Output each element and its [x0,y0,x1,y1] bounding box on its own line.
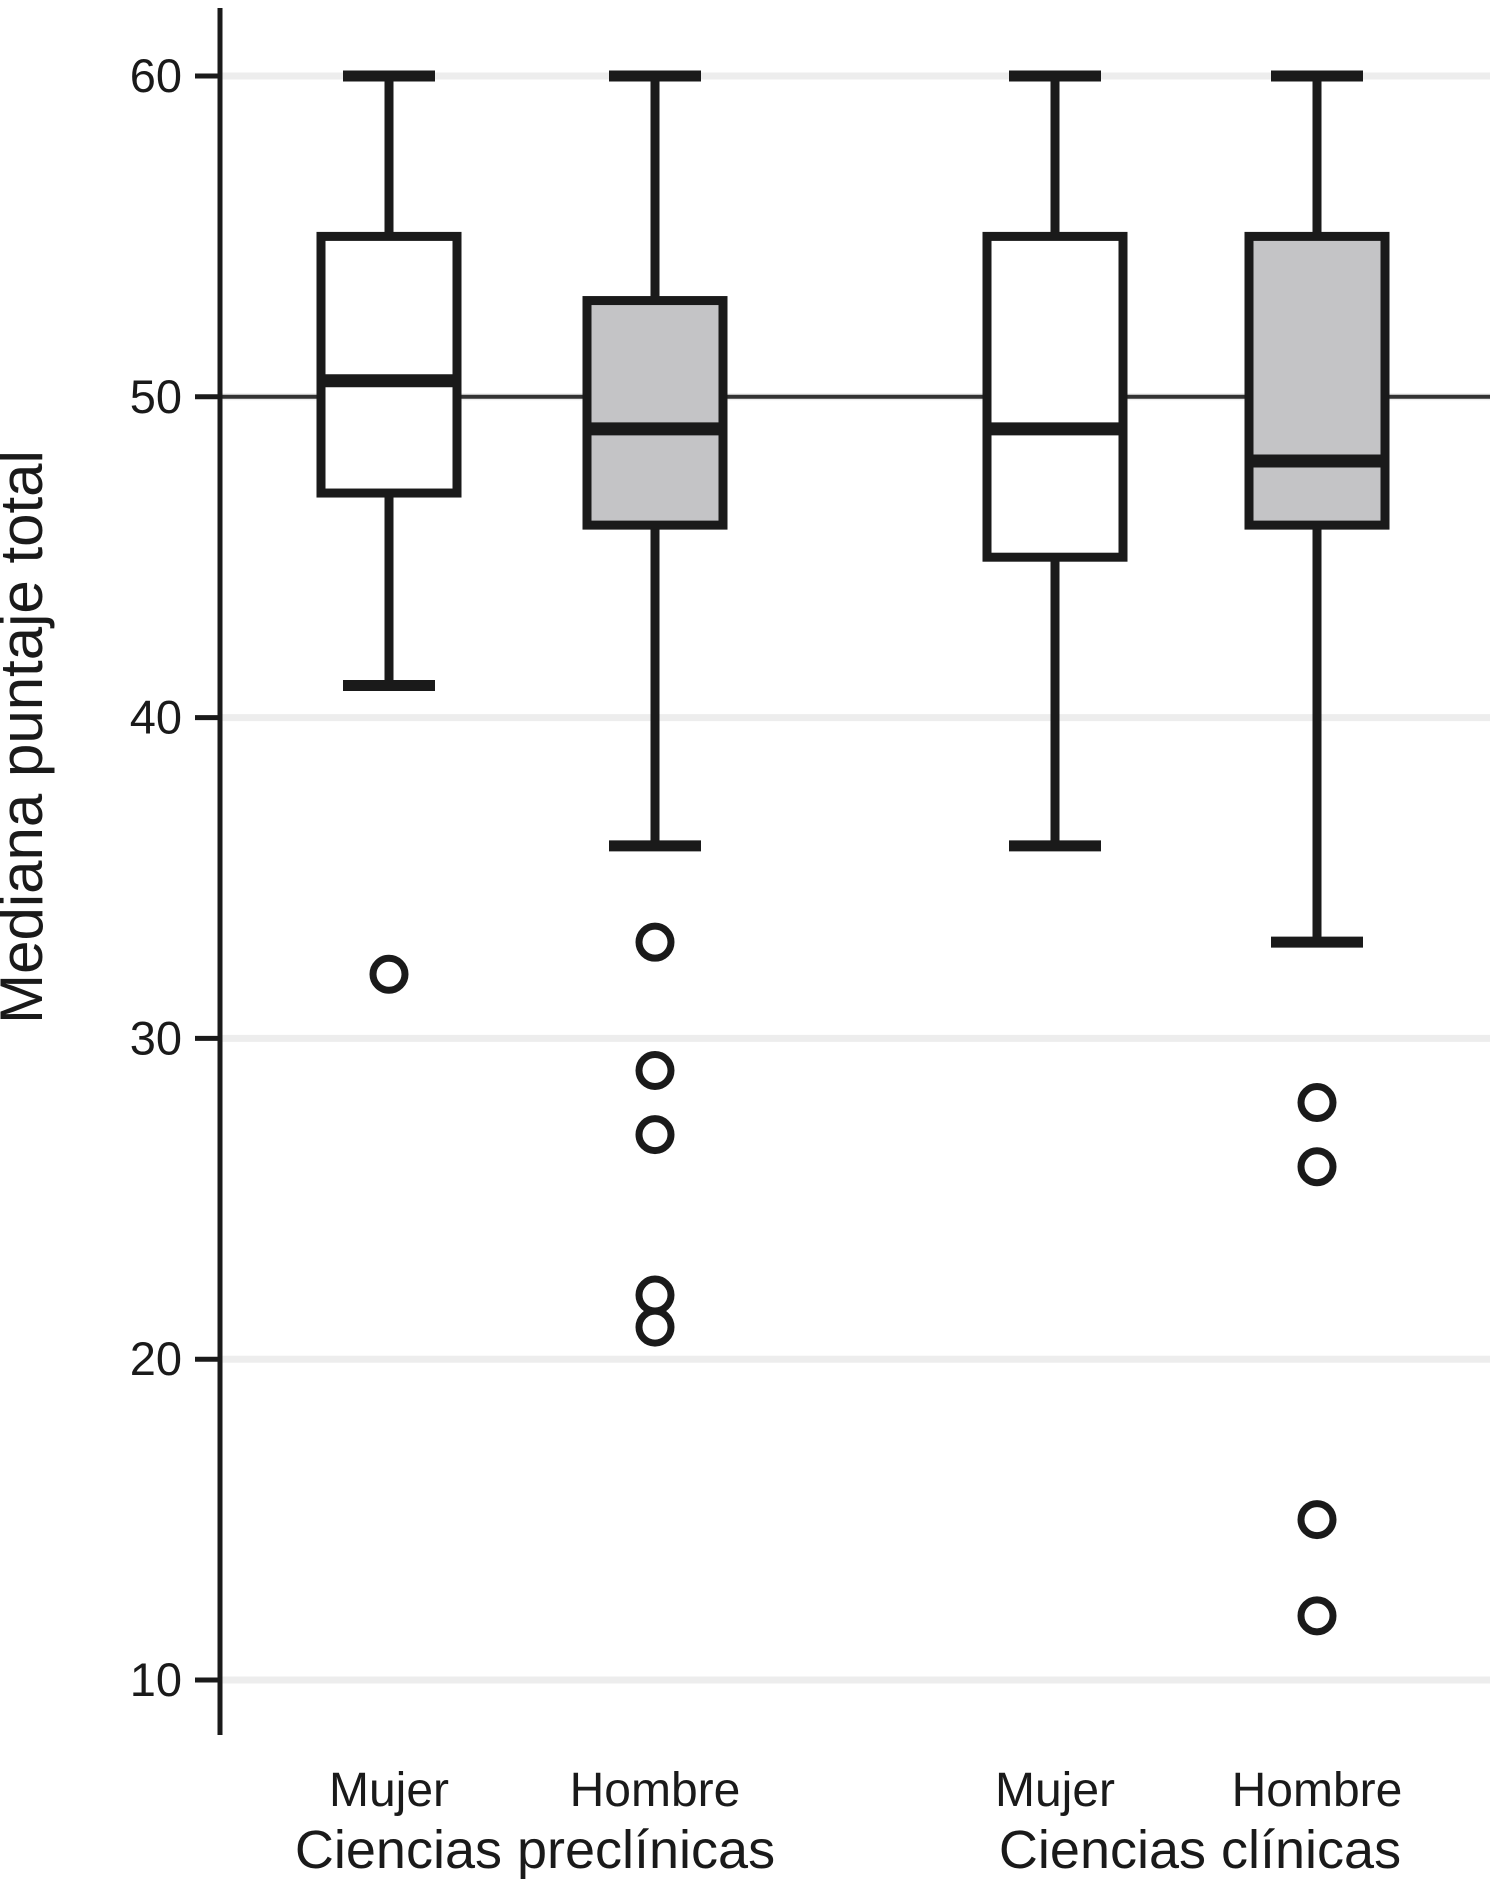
y-tick-label-40: 40 [130,691,182,744]
boxplot-hombre-ciencias-preclinicas-outlier-22 [635,1275,675,1315]
x-category-label-mujer-3: Mujer [995,1764,1115,1817]
boxplot-hombre-ciencias-preclinicas-outlier-33 [635,922,675,962]
y-axis-title: Mediana puntaje total [0,450,55,1024]
y-tick-label-10: 10 [130,1653,182,1706]
y-tick-label-30: 30 [130,1011,182,1064]
boxplot-hombre-ciencias-clinicas-outlier-15 [1297,1500,1337,1540]
x-group-label-ciencias-clinicas: Ciencias clínicas [999,1820,1401,1880]
x-group-label-ciencias-preclinicas: Ciencias preclínicas [295,1820,775,1880]
x-category-label-hombre-4: Hombre [1232,1764,1403,1817]
boxplot-mujer-ciencias-preclinicas-iqr-box [316,231,462,498]
boxplot-mujer-ciencias-preclinicas-outlier-32 [369,954,409,994]
boxplot-mujer-ciencias-clinicas-iqr-box [982,231,1128,562]
x-category-label-hombre-2: Hombre [570,1764,741,1817]
boxplot-hombre-ciencias-preclinicas-outlier-21 [635,1307,675,1347]
y-tick-label-60: 60 [130,49,182,102]
boxplot-hombre-ciencias-clinicas-iqr-box [1244,231,1390,530]
boxplot-hombre-ciencias-preclinicas-outlier-27 [635,1115,675,1155]
boxplot-hombre-ciencias-preclinicas-outlier-29 [635,1050,675,1090]
boxplot-hombre-ciencias-clinicas-outlier-28 [1297,1083,1337,1123]
boxplot-hombre-ciencias-clinicas-outlier-26 [1297,1147,1337,1187]
boxplot-hombre-ciencias-preclinicas-iqr-box [582,296,728,530]
boxplot-hombre-ciencias-clinicas-outlier-12 [1297,1596,1337,1636]
y-tick-label-20: 20 [130,1332,182,1385]
x-category-label-mujer-1: Mujer [329,1764,449,1817]
y-tick-label-50: 50 [130,370,182,423]
